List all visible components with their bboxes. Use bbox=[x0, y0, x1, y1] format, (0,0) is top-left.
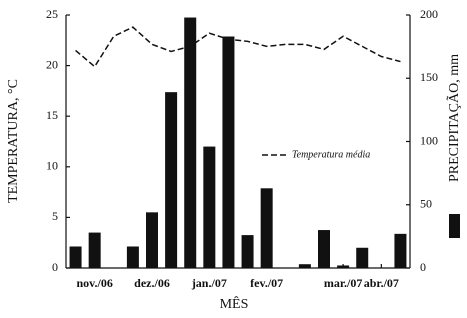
legend-label: Temperatura média bbox=[292, 149, 370, 160]
x-tick-label: dez./06 bbox=[134, 276, 170, 290]
precipitation-legend-key bbox=[449, 214, 460, 238]
bar bbox=[298, 264, 311, 268]
x-tick-label: jan./07 bbox=[191, 276, 227, 290]
bar bbox=[318, 230, 330, 268]
bar bbox=[260, 188, 273, 268]
y2-tick-label: 0 bbox=[420, 260, 426, 274]
bar bbox=[222, 36, 235, 268]
x-tick-label: nov./06 bbox=[76, 276, 112, 290]
y-tick-label: 0 bbox=[52, 260, 58, 274]
x-tick-label: abr./07 bbox=[364, 276, 399, 290]
y-tick-label: 5 bbox=[52, 209, 58, 223]
y2-tick-label: 200 bbox=[420, 7, 438, 21]
y2-tick-label: 150 bbox=[420, 70, 438, 84]
y-tick-label: 10 bbox=[46, 159, 58, 173]
bar bbox=[356, 247, 369, 268]
y-tick-label: 20 bbox=[46, 57, 58, 71]
x-axis-title: MÊS bbox=[220, 295, 249, 312]
x-tick-label: mar./07 bbox=[324, 276, 363, 290]
bar bbox=[184, 17, 197, 269]
bar bbox=[88, 232, 101, 268]
bar bbox=[165, 92, 178, 268]
bar bbox=[394, 233, 407, 268]
bar bbox=[146, 212, 158, 268]
bar bbox=[126, 246, 139, 268]
bar bbox=[69, 246, 82, 268]
bar bbox=[241, 235, 254, 268]
y-axis-title: TEMPERATURA, °C bbox=[6, 79, 21, 203]
y-tick-label: 15 bbox=[46, 108, 58, 122]
y2-tick-label: 100 bbox=[420, 133, 438, 147]
y2-axis-title: PRECIPITAÇÃO, mm bbox=[446, 54, 462, 182]
y2-tick-label: 50 bbox=[420, 197, 432, 211]
x-tick-label: fev./07 bbox=[250, 276, 283, 290]
bar bbox=[203, 146, 216, 268]
y-tick-label: 25 bbox=[46, 7, 58, 21]
temperature-line bbox=[75, 26, 401, 68]
